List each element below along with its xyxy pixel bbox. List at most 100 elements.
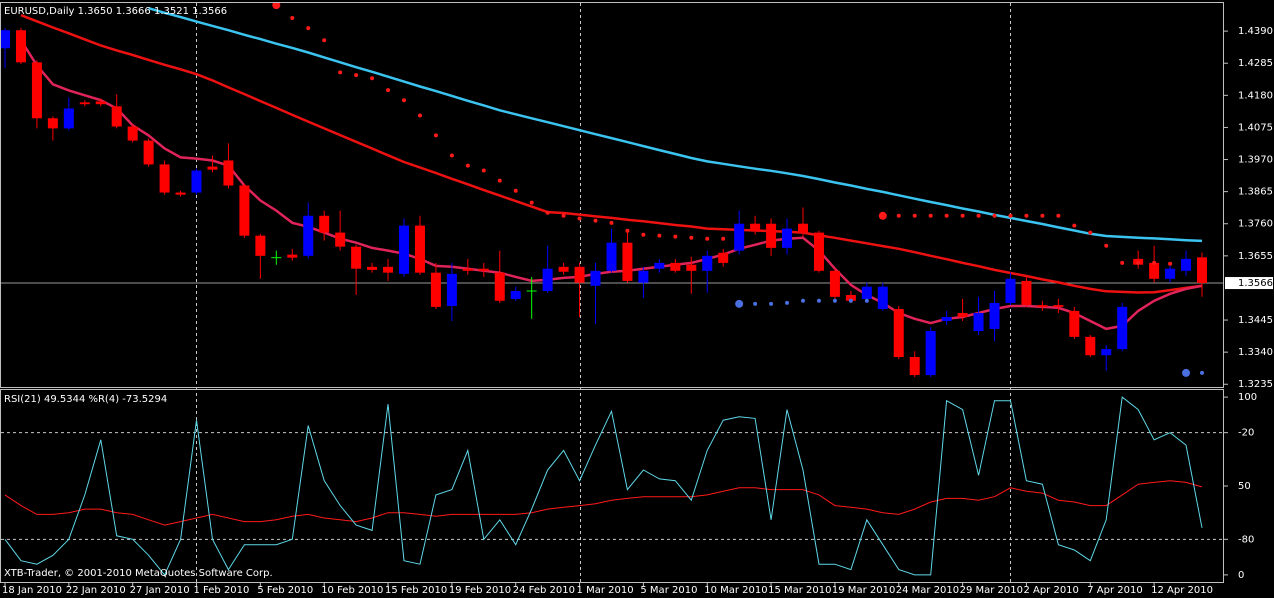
sar-dot: [878, 211, 887, 220]
sar-dot: [832, 298, 837, 303]
axes: 1.4390 1.4285 1.4180 1.4075 1.3970 1.3865 1.37…: [2, 26, 1273, 596]
candle-body: [686, 264, 697, 271]
sar-dot: [1168, 261, 1173, 266]
candle-body: [414, 225, 425, 273]
sar-dot: [354, 73, 359, 78]
copyright: XTB-Trader, © 2001-2010 MetaQuotes Softw…: [4, 568, 273, 579]
sar-dot: [1024, 213, 1029, 218]
y-tick-label: 1.4285: [1238, 58, 1273, 69]
candle-body: [95, 101, 106, 105]
candle-body: [239, 185, 250, 236]
y-tick-label: 1.3865: [1238, 187, 1273, 198]
sar-dot: [928, 213, 933, 218]
sar-dot: [960, 213, 965, 218]
indicator-line: [4, 396, 1203, 576]
sar-dot: [1200, 370, 1204, 375]
sar-dot: [593, 218, 598, 223]
sar-dot: [513, 188, 518, 193]
sar-dot: [306, 26, 311, 31]
candle-body: [510, 291, 521, 299]
candle-body: [1021, 280, 1032, 306]
candle-body: [383, 266, 394, 273]
indicator-line: [20, 14, 1203, 294]
candle-body: [590, 270, 601, 286]
x-tick-label: 1 Feb 2010: [194, 585, 250, 596]
sar-dot: [481, 168, 486, 173]
candle-body: [973, 313, 984, 332]
candle-body: [287, 254, 298, 258]
indicator-title: RSI(21) 49.5344 %R(4) -73.5294: [4, 394, 167, 405]
candle-body: [925, 331, 936, 376]
sar-dot: [1008, 213, 1013, 218]
x-tick-label: 29 Mar 2010: [960, 585, 1023, 596]
candle-body: [941, 316, 952, 321]
sar-dot: [1120, 260, 1125, 265]
x-tick-label: 5 Feb 2010: [257, 585, 313, 596]
sar-dot: [976, 213, 981, 218]
x-tick-label: 19 Mar 2010: [832, 585, 895, 596]
candle-body: [1101, 349, 1112, 356]
sar-dot: [625, 228, 630, 233]
candle-body: [1149, 262, 1160, 279]
sar-dot: [1088, 230, 1093, 235]
y-tick-label: 1.3970: [1238, 155, 1273, 166]
candle-body: [127, 126, 138, 141]
candle-body: [191, 170, 202, 193]
candle-body: [893, 309, 904, 358]
candle-body: [255, 235, 266, 256]
sar-dot: [465, 163, 470, 168]
sar-dot: [272, 3, 281, 10]
indicator-panel-frame: [0, 389, 1224, 583]
y-tick-label: 1.3445: [1238, 315, 1273, 326]
y-tick-label: 1.3760: [1238, 219, 1273, 230]
candle-body: [1085, 336, 1096, 356]
candle-body: [542, 268, 553, 291]
candle-body: [319, 215, 330, 233]
y-tick-label: -20: [1238, 428, 1254, 439]
candle-body: [638, 270, 649, 283]
candle-body: [47, 118, 58, 129]
sar-dot: [433, 133, 438, 138]
y-tick-label: 1.3655: [1238, 251, 1273, 262]
x-tick-label: 15 Feb 2010: [385, 585, 447, 596]
sar-dot: [609, 220, 614, 225]
sar-dot: [657, 233, 662, 238]
sar-dot: [1072, 223, 1077, 228]
sar-dot: [577, 216, 582, 221]
candle-body: [1037, 305, 1048, 307]
candle-body: [1005, 278, 1016, 303]
candle-body: [159, 164, 170, 193]
candle-body: [702, 255, 713, 271]
candle-body: [606, 242, 617, 271]
candle-body: [430, 272, 441, 307]
x-tick-label: 15 Mar 2010: [768, 585, 831, 596]
sar-dot: [290, 15, 295, 20]
y-tick-label: 1.3340: [1238, 347, 1273, 358]
x-tick-label: 27 Jan 2010: [130, 585, 190, 596]
candle-body: [15, 30, 26, 63]
x-tick-label: 18 Jan 2010: [2, 585, 62, 596]
sar-dot: [735, 299, 744, 308]
x-tick-label: 12 Apr 2010: [1151, 585, 1213, 596]
x-tick-label: 24 Feb 2010: [513, 585, 575, 596]
sar-dot: [449, 153, 454, 158]
x-tick-label: 22 Jan 2010: [66, 585, 126, 596]
indicator-line: [4, 480, 1203, 526]
chart-title: EURUSD,Daily 1.3650 1.3666 1.3521 1.3566: [4, 6, 227, 17]
candle-body: [111, 106, 122, 127]
candle-body: [1, 30, 10, 49]
sar-dot: [1136, 260, 1141, 265]
sar-dot: [1152, 260, 1157, 265]
candle-body: [670, 262, 681, 271]
price-panel: [1, 3, 1223, 378]
x-tick-label: 5 Mar 2010: [640, 585, 697, 596]
x-tick-label: 10 Mar 2010: [704, 585, 767, 596]
candle-body: [798, 223, 808, 233]
sar-dot: [402, 98, 406, 103]
x-tick-label: 10 Feb 2010: [321, 585, 383, 596]
candle-body: [446, 273, 457, 306]
candle-body: [622, 242, 633, 281]
candle-body: [813, 232, 824, 271]
y-tick-label: 100: [1238, 392, 1257, 403]
